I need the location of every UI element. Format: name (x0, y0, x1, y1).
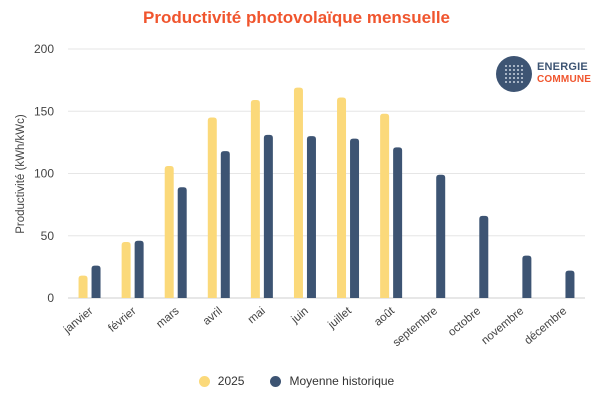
y-tick-label: 200 (34, 42, 54, 56)
logo-dot (509, 73, 511, 75)
y-tick-label: 50 (41, 229, 55, 243)
bar-historique-novembre (522, 255, 532, 298)
x-tick-label: janvier (61, 305, 96, 337)
logo-dot (505, 73, 507, 75)
bar-historique-juin (306, 136, 316, 298)
logo-dot (513, 69, 515, 71)
x-tick-label: septembre (391, 305, 440, 349)
energie-commune-logo: ENERGIE COMMUNE (496, 56, 591, 92)
bar-historique-février (134, 240, 144, 298)
legend-item-historique: Moyenne historique (270, 374, 394, 388)
dot-grid-circle-icon (496, 56, 532, 92)
y-tick-labels: 0 50 100 150 200 (34, 42, 54, 305)
logo-text-commune: COMMUNE (537, 74, 592, 85)
legend-item-2025: 2025 (198, 374, 245, 388)
bar-2025-mai (250, 100, 260, 298)
logo-dot (509, 69, 511, 71)
logo-dot (509, 77, 511, 79)
logo-dot (521, 65, 523, 67)
bar-historique-décembre (565, 270, 575, 298)
logo-dot (505, 65, 507, 67)
bar-2025-janvier (78, 275, 88, 298)
y-axis-label: Productivité (kWh/kWc) (15, 114, 27, 234)
x-tick-label: juin (289, 305, 311, 326)
legend-label-2025: 2025 (217, 374, 245, 388)
logo-dot (513, 81, 515, 83)
logo-dot (505, 81, 507, 83)
grid-layer (68, 48, 585, 299)
bar-2025-février (121, 241, 131, 298)
x-tick-label: juillet (325, 305, 354, 332)
bar-historique-janvier (91, 265, 101, 298)
y-tick-label: 100 (34, 167, 54, 181)
x-tick-label: février (106, 305, 138, 335)
logo-dot (521, 73, 523, 75)
logo-dot (517, 69, 519, 71)
x-tick-label: novembre (479, 305, 526, 347)
logo-dot (513, 77, 515, 79)
logo-dot (517, 81, 519, 83)
logo-dot (521, 77, 523, 79)
bar-historique-mai (263, 134, 273, 298)
x-tick-label: mai (246, 305, 268, 326)
bar-historique-septembre (436, 174, 446, 298)
logo-dot (509, 81, 511, 83)
bar-2025-août (380, 113, 390, 299)
x-tick-label: avril (201, 305, 225, 328)
logo-dot (521, 81, 523, 83)
logo-dot (505, 69, 507, 71)
legend: 2025 Moyenne historique (0, 374, 593, 388)
chart-title: Productivité photovolaïque mensuelle (143, 8, 450, 27)
x-tick-labels: janvier février mars avril mai juin juillet aoû… (61, 305, 569, 350)
legend-swatch-2025 (198, 375, 210, 387)
bar-2025-juin (293, 87, 303, 298)
logo-dot (505, 77, 507, 79)
bar-2025-mars (164, 166, 174, 298)
bar-2025-avril (207, 117, 217, 298)
logo-dot (509, 65, 511, 67)
y-tick-label: 0 (47, 291, 54, 305)
y-tick-label: 150 (34, 104, 54, 118)
bar-2025-juillet (337, 97, 347, 299)
legend-label-historique: Moyenne historique (289, 374, 395, 388)
bar-historique-avril (220, 151, 230, 298)
x-tick-label: décembre (522, 305, 569, 347)
x-tick-label: octobre (446, 305, 483, 339)
x-tick-label: mars (154, 305, 181, 331)
logo-dot (517, 77, 519, 79)
logo-dot (513, 65, 515, 67)
bar-historique-août (393, 147, 403, 298)
logo-dot (517, 65, 519, 67)
bar-layer (78, 87, 575, 299)
logo-text-energie: ENERGIE (537, 61, 588, 73)
bar-historique-mars (177, 187, 187, 298)
logo-dot (513, 73, 515, 75)
logo-dot (517, 73, 519, 75)
bar-historique-juillet (350, 138, 360, 298)
bar-historique-octobre (479, 215, 489, 298)
legend-swatch-historique (270, 375, 282, 387)
x-tick-label: août (372, 305, 397, 329)
logo-dot (521, 69, 523, 71)
